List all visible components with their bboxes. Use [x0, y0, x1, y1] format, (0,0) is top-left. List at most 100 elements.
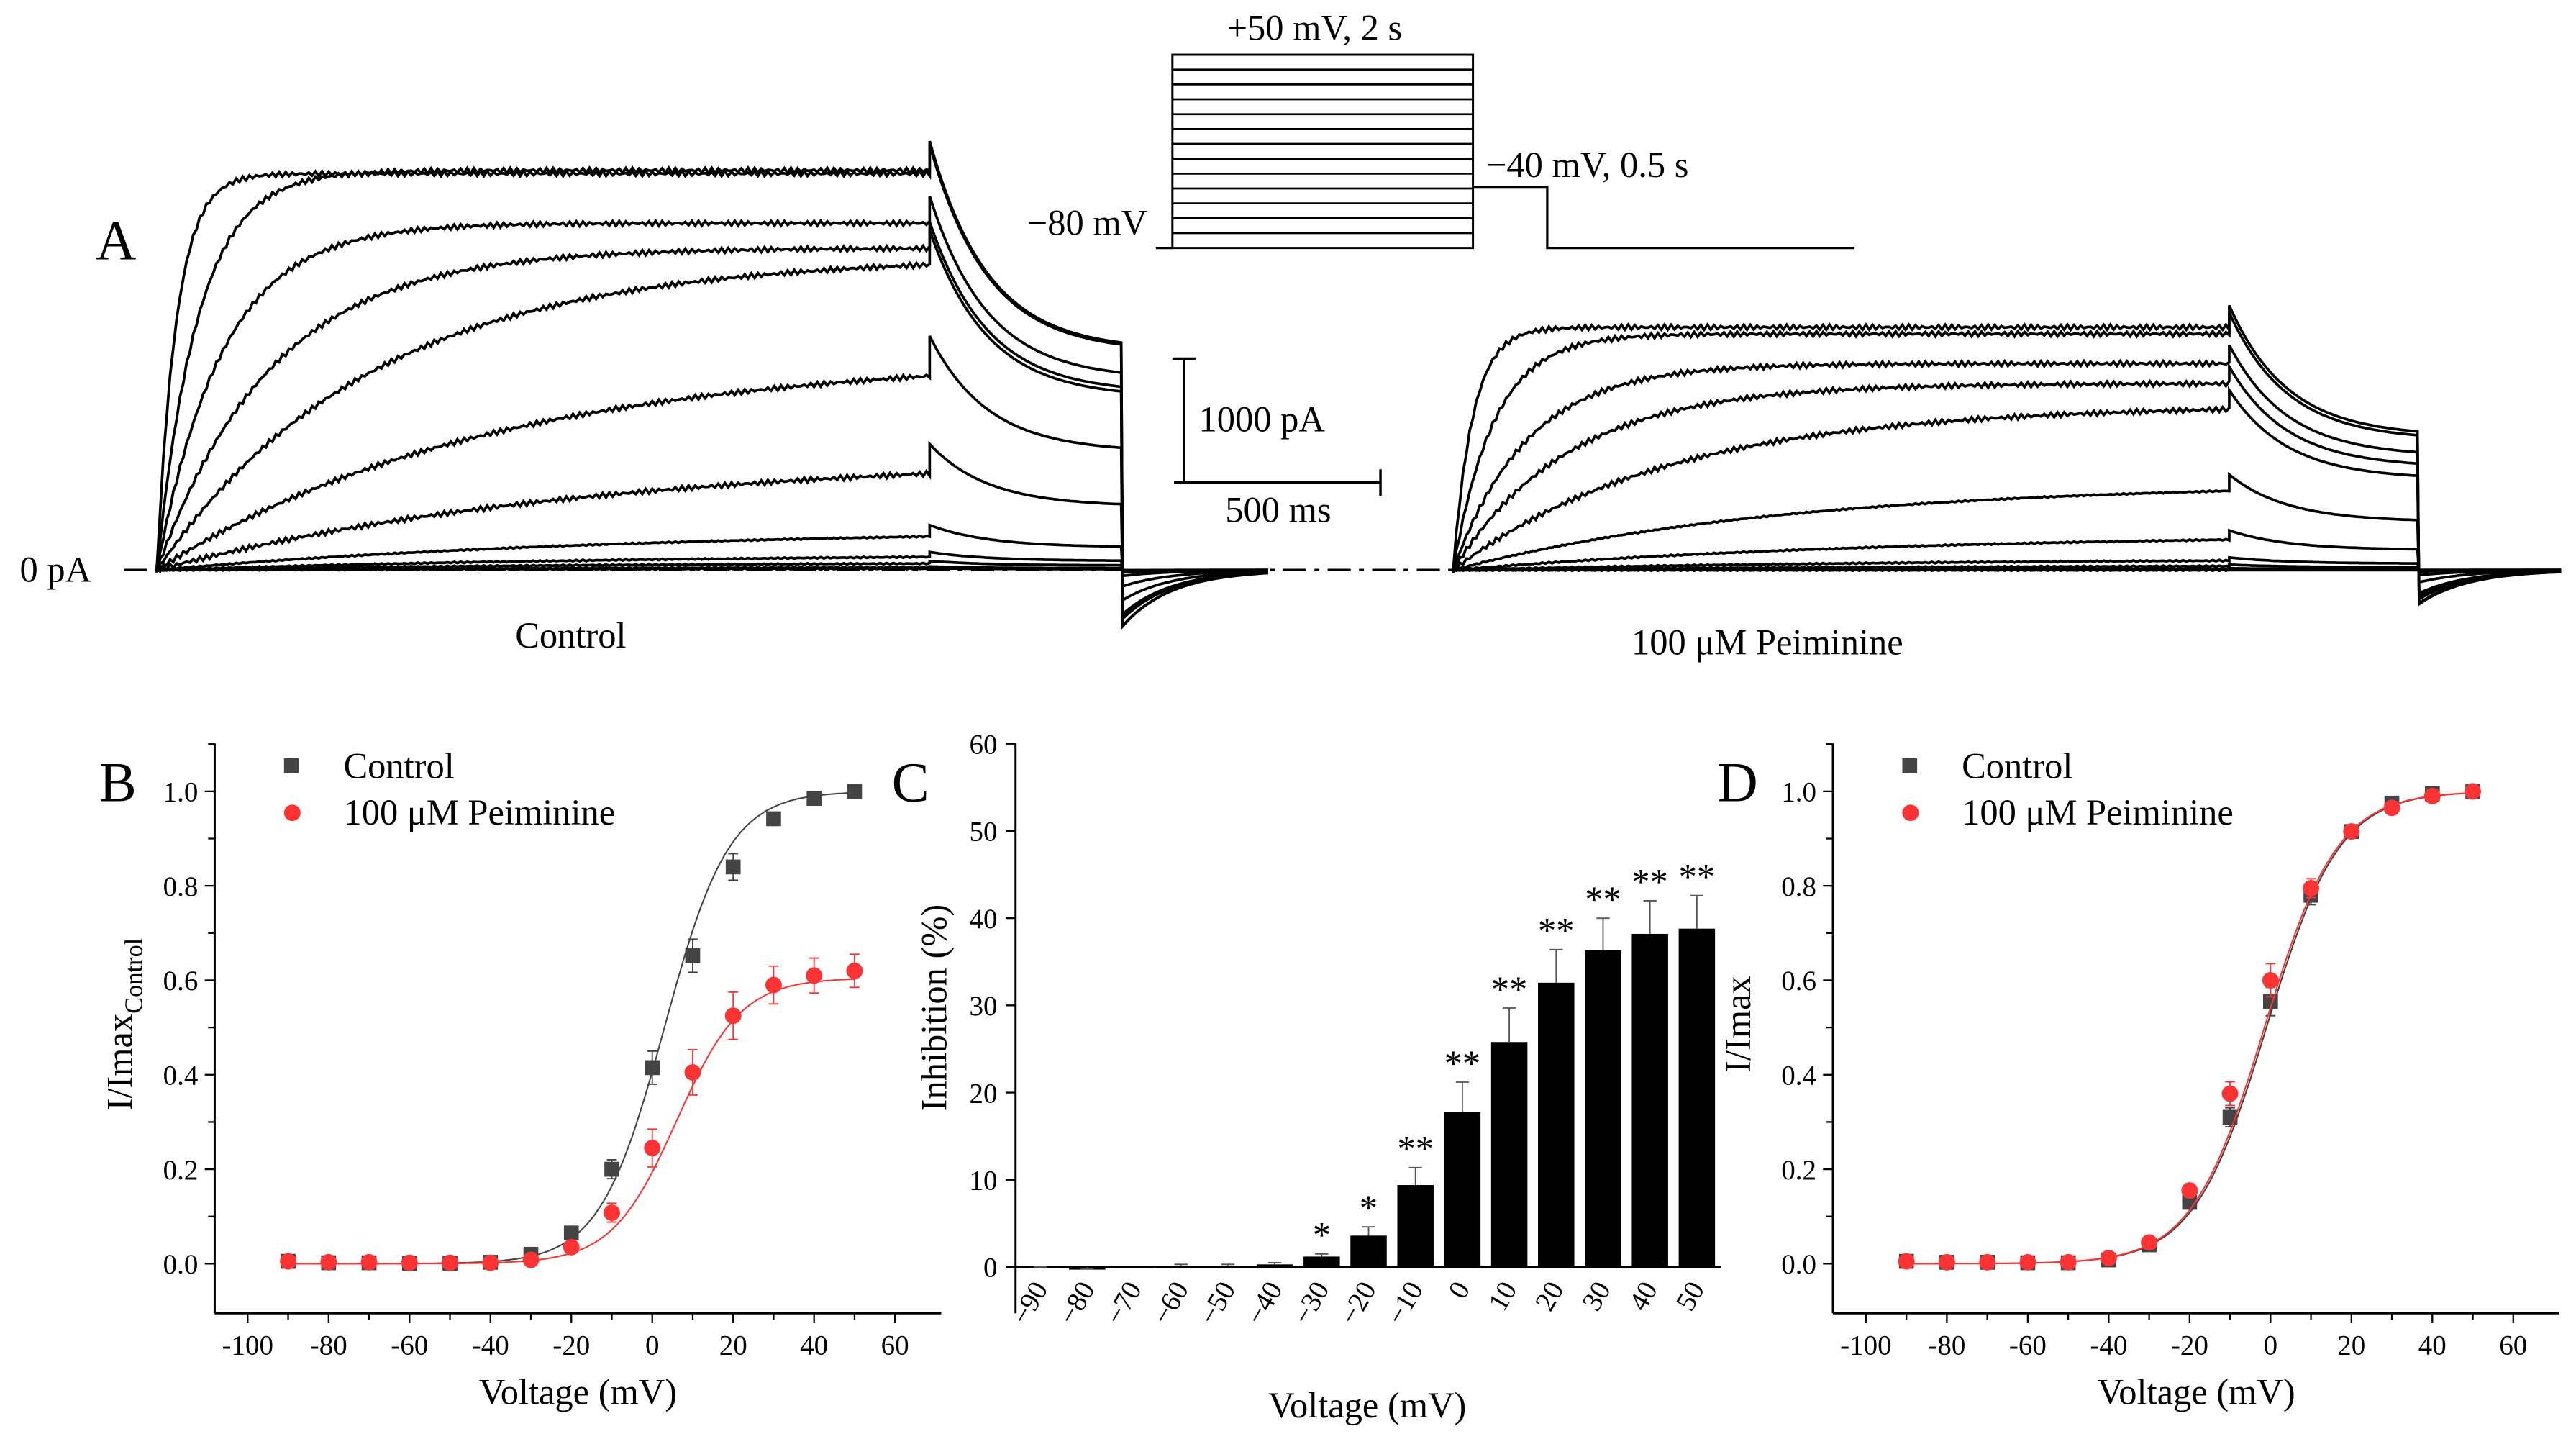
current-trace — [1452, 528, 2562, 577]
y-tick-label: 20 — [969, 1078, 997, 1109]
y-axis-label: I/ImaxControl — [100, 938, 148, 1111]
legend-marker-control — [283, 758, 299, 773]
bar — [1397, 1185, 1434, 1267]
data-point-peiminine — [1938, 1253, 1955, 1271]
significance-marker: ** — [1679, 856, 1715, 896]
data-point-peiminine — [401, 1254, 418, 1271]
x-tick-label: −50 — [1193, 1276, 1242, 1330]
error-bar — [1643, 899, 1657, 934]
data-point-peiminine — [2141, 1234, 2158, 1251]
x-tick-label: -80 — [310, 1330, 347, 1361]
y-tick-label: 0.4 — [163, 1061, 199, 1091]
current-trace — [155, 221, 1269, 619]
x-tick-label: 60 — [2499, 1330, 2527, 1361]
fit-curve — [288, 978, 855, 1265]
significance-marker: ** — [1585, 879, 1621, 920]
fit-curve — [1906, 791, 2473, 1265]
panel-label-c: C — [892, 751, 929, 814]
x-tick-label: −40 — [1240, 1276, 1289, 1330]
data-point-peiminine — [442, 1254, 459, 1271]
x-tick-label: 0 — [2264, 1330, 2278, 1361]
x-tick-label: −60 — [1146, 1276, 1195, 1330]
bar — [1585, 950, 1621, 1267]
x-tick-label: -60 — [391, 1330, 428, 1361]
current-trace — [155, 140, 1269, 630]
data-point-peiminine — [724, 1007, 742, 1025]
x-tick-label: -60 — [2009, 1330, 2047, 1361]
current-trace — [1452, 312, 2562, 604]
data-point-peiminine — [644, 1140, 661, 1157]
data-point-peiminine — [2262, 971, 2279, 989]
y-tick-label: 1.0 — [163, 777, 199, 808]
legend-label: 100 μM Peiminine — [343, 792, 615, 832]
error-bar — [1174, 1263, 1188, 1266]
y-tick-label: 0.2 — [163, 1155, 199, 1186]
data-point-peiminine — [846, 962, 863, 979]
data-point-control — [645, 1060, 660, 1076]
x-tick-label: −70 — [1099, 1276, 1148, 1330]
y-tick-label: 0.8 — [163, 871, 199, 902]
bar — [1256, 1264, 1293, 1267]
y-tick-label: 0 — [983, 1253, 998, 1284]
data-point-control — [725, 859, 741, 875]
significance-marker: ** — [1444, 1043, 1481, 1084]
significance-marker: ** — [1631, 862, 1668, 902]
y-axis-label-main: I/Imax — [100, 1014, 140, 1111]
panel-b: B -100 -80 -60 -40 -20 0 20 40 60 0.0 0.2 0.4 0.6 0.8 1… — [99, 743, 942, 1412]
y-tick-label: 0.0 — [1781, 1249, 1816, 1280]
bar — [1116, 1266, 1152, 1268]
data-point-control — [847, 784, 863, 799]
x-tick-label: -20 — [552, 1330, 590, 1361]
data-point-peiminine — [2303, 879, 2320, 896]
current-trace — [155, 559, 1268, 573]
data-point-peiminine — [2019, 1253, 2036, 1271]
y-tick-label: 0.4 — [1781, 1061, 1816, 1091]
data-point-peiminine — [765, 976, 782, 994]
data-point-peiminine — [2423, 787, 2441, 804]
data-point-peiminine — [1898, 1253, 1915, 1270]
legend-marker-control — [1902, 758, 1918, 773]
data-point-peiminine — [360, 1253, 378, 1271]
x-tick-label: 10 — [1483, 1276, 1524, 1316]
data-point-peiminine — [2181, 1182, 2198, 1199]
scale-time-label: 500 ms — [1225, 490, 1331, 530]
protocol-step-box — [1171, 53, 1475, 250]
x-tick-label: 20 — [2337, 1330, 2365, 1361]
current-trace — [1452, 555, 2562, 573]
y-tick-label: 40 — [969, 904, 997, 935]
x-tick-label: 50 — [1670, 1276, 1711, 1316]
x-axis-label: Voltage (mV) — [2097, 1371, 2295, 1412]
y-axis-label: Inhibition (%) — [914, 904, 954, 1112]
bar — [1162, 1266, 1200, 1268]
legend-label: Control — [1962, 745, 2072, 786]
x-tick-label: 60 — [881, 1330, 909, 1361]
y-tick-label: 0.2 — [1781, 1155, 1816, 1186]
current-trace — [155, 230, 1269, 617]
protocol-tail-line — [1155, 186, 1854, 250]
bar — [1678, 928, 1716, 1267]
data-point-peiminine — [522, 1251, 540, 1268]
x-tick-label: 40 — [2418, 1330, 2447, 1361]
y-axis-label-subscript: Control — [120, 938, 147, 1014]
x-tick-label: 40 — [1623, 1276, 1664, 1316]
zero-current-label: 0 pA — [20, 549, 92, 589]
error-bar — [1080, 1266, 1094, 1270]
x-tick-label: -40 — [2090, 1330, 2127, 1361]
data-point-peiminine — [563, 1238, 580, 1256]
tail-label: −40 mV, 0.5 s — [1486, 145, 1689, 185]
y-axis-label-main: I/Imax — [1718, 976, 1758, 1073]
y-tick-label: 0.0 — [163, 1249, 199, 1280]
bar — [1444, 1112, 1481, 1267]
current-trace — [1452, 471, 2562, 584]
x-tick-label: 0 — [1442, 1276, 1476, 1304]
x-tick-label: 20 — [1529, 1276, 1570, 1316]
data-point-peiminine — [2100, 1250, 2117, 1266]
current-trace — [155, 566, 1268, 573]
x-tick-label: -100 — [1840, 1330, 1892, 1361]
drug-trace-label: 100 μM Peiminine — [1631, 622, 1903, 662]
significance-marker: ** — [1397, 1129, 1434, 1169]
significance-marker: * — [1313, 1215, 1331, 1256]
charts: B -100 -80 -60 -40 -20 0 20 40 60 0.0 0.2 0.4 0.6 0.8 1… — [99, 730, 2560, 1425]
data-point-peiminine — [684, 1064, 701, 1081]
